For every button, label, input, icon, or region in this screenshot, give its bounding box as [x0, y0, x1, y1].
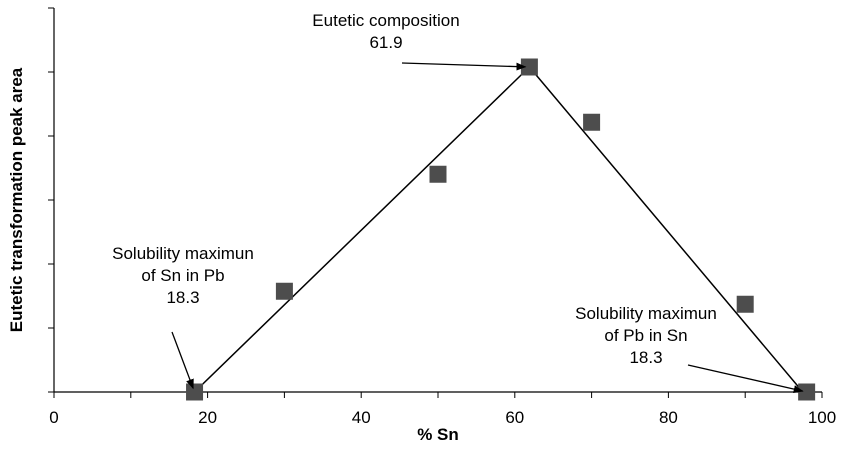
annotation-text: Solubility maximun	[575, 304, 717, 323]
annotation-text: of Sn in Pb	[141, 266, 224, 285]
y-axis-ticks	[48, 7, 54, 393]
data-point-marker	[736, 295, 754, 313]
x-axis-ticks	[53, 392, 823, 398]
data-point-marker	[798, 383, 816, 401]
data-point-marker	[429, 165, 447, 183]
x-tick-label: 60	[505, 408, 524, 427]
x-tick-label: 20	[198, 408, 217, 427]
y-axis-title: Eutetic transformation peak area	[7, 67, 26, 332]
annotation-arrow	[171, 331, 194, 390]
annotation: Eutetic composition 61.9	[312, 11, 527, 71]
annotation-text: 18.3	[166, 288, 199, 307]
annotation-text: Eutetic composition	[312, 11, 459, 30]
data-point-marker	[275, 282, 293, 300]
data-point-marker	[583, 113, 601, 131]
annotation-arrow	[401, 62, 527, 71]
annotation-text: 61.9	[369, 33, 402, 52]
annotation-text: 18.3	[629, 348, 662, 367]
annotation: Solubility maximun of Pb in Sn 18.3	[575, 304, 804, 394]
data-points	[186, 58, 816, 401]
x-tick-label: 0	[49, 408, 58, 427]
annotation-text: Solubility maximun	[112, 244, 254, 263]
x-tick-label: 80	[659, 408, 678, 427]
trend-line-group	[194, 65, 804, 393]
x-axis-title: % Sn	[417, 425, 459, 444]
annotation-text: of Pb in Sn	[604, 326, 687, 345]
x-axis-tick-labels: 0 20 40 60 80 100	[49, 408, 836, 427]
plot-area: 0 20 40 60 80 100 Eutetic composition 61.9 Solu…	[48, 7, 836, 427]
annotation: Solubility maximun of Sn in Pb 18.3	[112, 244, 254, 390]
annotations: Eutetic composition 61.9 Solubility maximu…	[112, 11, 804, 394]
x-tick-label: 40	[352, 408, 371, 427]
annotation-arrow	[687, 364, 804, 394]
x-tick-label: 100	[808, 408, 836, 427]
data-point-marker	[186, 383, 204, 401]
trend-line	[194, 65, 804, 393]
